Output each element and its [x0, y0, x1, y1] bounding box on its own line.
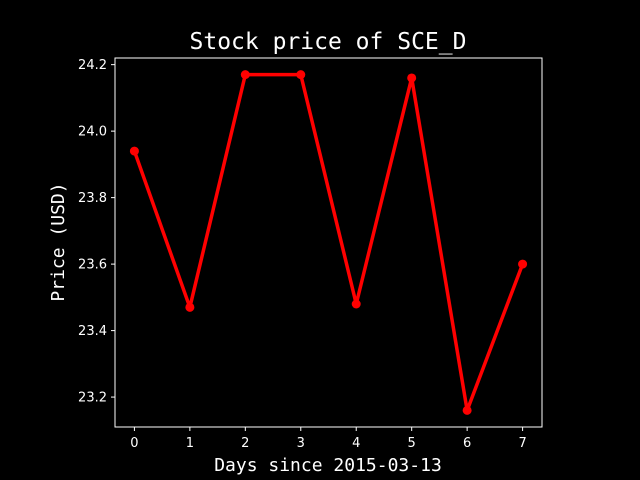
x-tick-label: 4 — [352, 436, 360, 451]
plot-area-frame — [114, 57, 543, 428]
x-tick-label: 6 — [463, 436, 471, 451]
chart-title: Stock price of SCE_D — [190, 29, 467, 55]
price-line — [132, 72, 525, 413]
data-point — [240, 70, 250, 80]
y-tick-label: 23.4 — [78, 324, 107, 339]
x-tick-label: 0 — [130, 436, 138, 451]
y-axis-label: Price (USD) — [48, 182, 69, 301]
x-tick-label: 2 — [241, 436, 249, 451]
series-layer — [129, 70, 528, 415]
y-axis: 23.2 23.4 23.6 23.8 24.0 24.2 — [78, 58, 115, 406]
y-tick-label: 23.6 — [78, 258, 107, 273]
x-axis: 0 1 2 3 4 5 6 7 — [130, 427, 527, 451]
y-tick-label: 24.2 — [78, 58, 107, 73]
data-point — [351, 299, 361, 309]
x-tick-label: 5 — [408, 436, 416, 451]
data-point — [518, 259, 528, 269]
x-tick-label: 1 — [186, 436, 194, 451]
y-tick-label: 23.8 — [78, 191, 107, 206]
data-point — [462, 405, 472, 415]
data-point — [296, 70, 306, 80]
data-point — [407, 73, 417, 83]
x-tick-label: 7 — [518, 436, 526, 451]
data-point — [129, 146, 139, 156]
x-tick-label: 3 — [297, 436, 305, 451]
y-tick-label: 23.2 — [78, 391, 107, 406]
y-tick-label: 24.0 — [78, 125, 107, 140]
data-point — [185, 302, 195, 312]
x-axis-label: Days since 2015-03-13 — [214, 455, 442, 476]
